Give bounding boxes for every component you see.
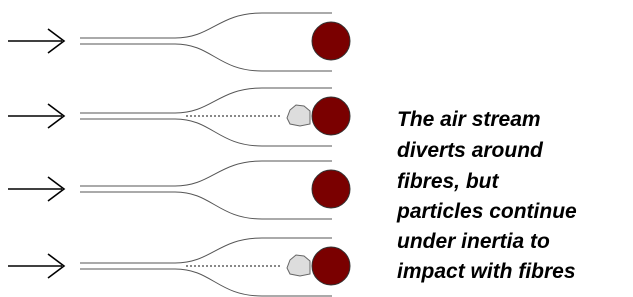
row-3 (8, 161, 350, 219)
particle (186, 105, 310, 126)
diagram: The air stream diverts around fibres, bu… (0, 0, 633, 297)
caption-line: under inertia to (397, 230, 550, 253)
fibre (312, 247, 350, 285)
caption-line: particles continue (396, 200, 577, 223)
fibre (312, 97, 350, 135)
caption: The air stream diverts around fibres, bu… (396, 108, 577, 283)
particle (186, 255, 310, 276)
row-1 (8, 13, 350, 71)
caption-line: diverts around (397, 139, 544, 162)
caption-line: The air stream (397, 108, 541, 131)
fibre (312, 170, 350, 208)
fibre (312, 22, 350, 60)
row-2 (8, 88, 350, 146)
row-4 (8, 238, 350, 296)
caption-line: impact with fibres (397, 260, 576, 283)
caption-line: fibres, but (397, 170, 500, 193)
